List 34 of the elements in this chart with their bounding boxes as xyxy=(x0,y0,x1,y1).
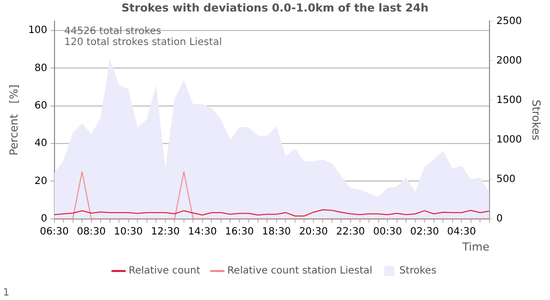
x-tick-label: 08:30 xyxy=(76,226,106,238)
y2-tick-label: 500 xyxy=(496,174,516,185)
x-tick-label: 02:30 xyxy=(410,226,439,238)
y-tick-label: 0 xyxy=(40,213,48,224)
legend-label: Relative count xyxy=(128,266,200,277)
x-tick-label: 22:30 xyxy=(336,226,365,238)
x-axis-title: Time xyxy=(461,240,490,254)
y2-tick-label: 2500 xyxy=(496,16,522,27)
x-tick-label: 04:30 xyxy=(447,226,476,238)
y-tick-label: 20 xyxy=(34,176,48,187)
y2-tick-label: 1000 xyxy=(496,134,522,146)
x-tick-label: 10:30 xyxy=(114,226,143,238)
y2-tick-label: 2000 xyxy=(496,55,522,66)
y2-tick-label: 1500 xyxy=(496,94,522,106)
y2-tick-label: 0 xyxy=(496,213,503,224)
x-tick-label: 00:30 xyxy=(373,226,402,238)
legend-label: Relative count station Liestal xyxy=(227,266,372,277)
x-tick-label: 12:30 xyxy=(150,226,180,238)
y-tick-label: 60 xyxy=(34,100,48,112)
y2-axis-title: Strokes xyxy=(530,100,543,141)
x-tick-label: 16:30 xyxy=(225,226,254,238)
y-tick-label: 80 xyxy=(34,62,48,74)
y-tick-label: 100 xyxy=(28,25,48,36)
x-tick-label: 20:30 xyxy=(299,226,328,238)
chart-title: Strokes with deviations 0.0-1.0km of the last 24h xyxy=(121,1,429,14)
x-tick-label: 14:30 xyxy=(188,226,217,238)
text: 1 xyxy=(3,288,10,299)
y-tick-label: 40 xyxy=(34,138,48,150)
annotation: 120 total strokes station Liestal xyxy=(64,36,222,48)
legend-label: Strokes xyxy=(399,266,436,277)
y-axis-title: Percent [%] xyxy=(7,84,20,156)
x-tick-label: 18:30 xyxy=(262,226,291,238)
x-tick-label: 06:30 xyxy=(40,226,69,238)
annotation: 44526 total strokes xyxy=(64,26,162,37)
